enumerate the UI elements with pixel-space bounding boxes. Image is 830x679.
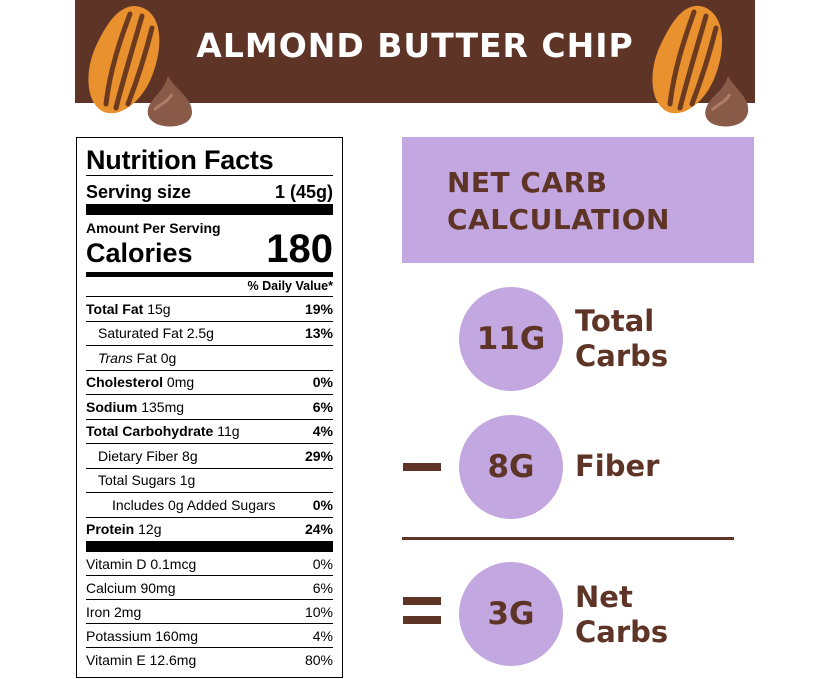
vitamin-daily-value: 4% xyxy=(312,627,333,644)
nutrient-name: Protein xyxy=(86,521,135,538)
nutrient-name-italic: Trans xyxy=(98,349,133,366)
vitamin-name: Vitamin D 0.1mcg xyxy=(86,555,197,572)
nutrient-name: Saturated Fat xyxy=(98,325,183,342)
nutrient-name: Fat xyxy=(136,349,157,366)
almond-icon xyxy=(88,6,160,114)
nutrient-row-total-carbohydrate: Total Carbohydrate 11g 4% xyxy=(86,418,333,444)
nutrient-row-sodium: Sodium 135mg 6% xyxy=(86,394,333,419)
nutrient-name: Dietary Fiber xyxy=(98,447,179,464)
nutrient-amount: 8g xyxy=(182,447,198,464)
nutrition-facts-panel: Nutrition Facts Serving size 1 (45g) Amo… xyxy=(76,137,343,678)
total-carbs-circle: 11G xyxy=(459,287,563,391)
minus-icon xyxy=(403,463,441,471)
fiber-circle: 8G xyxy=(459,415,563,519)
total-carbs-label-line2: Carbs xyxy=(575,339,669,373)
nutrient-name: Cholesterol xyxy=(86,374,164,391)
calories-value: 180 xyxy=(266,227,333,271)
serving-size-label: Serving size xyxy=(86,182,192,202)
thick-divider xyxy=(86,541,333,552)
chocolate-chip-icon xyxy=(705,76,749,127)
total-carbs-label: Total Carbs xyxy=(575,304,668,374)
calories-row: Calories 180 xyxy=(86,229,333,269)
vitamin-row-iron: Iron 2mg 10% xyxy=(86,599,333,623)
vitamin-row-calcium: Calcium 90mg 6% xyxy=(86,575,333,599)
nutrient-row-added-sugars: Includes 0g Added Sugars 0% xyxy=(86,492,333,517)
product-title: ALMOND BUTTER CHIP xyxy=(196,26,634,65)
brand-banner xyxy=(75,0,755,103)
nutrition-facts-title: Nutrition Facts xyxy=(86,145,274,175)
divider xyxy=(86,175,333,176)
net-carb-title-line2: CALCULATION xyxy=(447,203,670,236)
nutrient-row-total-fat: Total Fat 15g 19% xyxy=(86,296,333,321)
almond-chip-illustration-left xyxy=(88,6,192,127)
nutrient-daily-value: 29% xyxy=(304,447,333,464)
net-carbs-label-line1: Net xyxy=(575,580,633,614)
nutrient-daily-value: 13% xyxy=(304,325,333,342)
net-carb-title: NET CARB CALCULATION xyxy=(447,164,670,238)
total-carbs-label-line1: Total xyxy=(575,304,655,338)
nutrient-row-cholesterol: Cholesterol 0mg 0% xyxy=(86,369,333,395)
nutrient-amount: 2.5g xyxy=(186,325,214,342)
chocolate-chip-icon xyxy=(147,76,192,127)
nutrient-row-saturated-fat: Saturated Fat 2.5g 13% xyxy=(86,320,333,346)
nutrient-amount: 11g xyxy=(217,423,240,440)
nutrient-row-total-sugars: Total Sugars 1g xyxy=(86,467,333,493)
nutrient-amount: 12g xyxy=(138,521,162,538)
nutrient-amount: 0mg xyxy=(166,374,195,391)
nutrient-name: Total Sugars xyxy=(98,472,176,489)
nutrient-name: Total Fat xyxy=(86,300,144,317)
nutrient-row-trans-fat: Trans Fat 0g xyxy=(86,345,333,370)
nutrient-row-protein: Protein 12g 24% xyxy=(86,516,333,542)
net-carbs-label-line2: Carbs xyxy=(575,615,669,649)
nutrient-daily-value: 0% xyxy=(312,496,333,513)
fiber-label: Fiber xyxy=(575,449,660,483)
vitamin-daily-value: 10% xyxy=(304,603,333,620)
vitamin-daily-value: 0% xyxy=(312,555,333,572)
nutrient-daily-value: 24% xyxy=(304,521,333,538)
almond-icon xyxy=(652,5,723,114)
nutrient-name: Sodium xyxy=(86,398,138,415)
vitamin-name: Potassium 160mg xyxy=(86,627,199,644)
net-carb-title-line1: NET CARB xyxy=(447,166,608,199)
vitamin-row-vitamin-d: Vitamin D 0.1mcg 0% xyxy=(86,552,333,575)
vitamin-name: Vitamin E 12.6mg xyxy=(86,651,197,668)
net-carbs-circle: 3G xyxy=(459,562,563,666)
calories-label: Calories xyxy=(86,238,193,268)
vitamin-row-potassium: Potassium 160mg 4% xyxy=(86,623,333,647)
serving-size-value: 1 (45g) xyxy=(274,182,333,202)
almond-chip-illustration-right xyxy=(652,5,749,127)
net-carb-header-box xyxy=(402,137,754,263)
vitamin-daily-value: 80% xyxy=(304,651,333,668)
medium-divider xyxy=(86,272,333,277)
nutrient-daily-value: 0% xyxy=(312,374,333,391)
nutrient-name: Total Carbohydrate xyxy=(86,423,214,440)
nutrient-amount: 15g xyxy=(147,300,171,317)
nutrient-amount: 0g xyxy=(160,349,177,366)
nutrient-daily-value: 4% xyxy=(312,423,333,440)
nutrient-daily-value: 6% xyxy=(312,398,333,415)
vitamin-name: Calcium 90mg xyxy=(86,579,176,596)
vitamin-row-vitamin-e: Vitamin E 12.6mg 80% xyxy=(86,647,333,671)
nutrient-amount: 1g xyxy=(179,472,196,489)
daily-value-header: % Daily Value* xyxy=(247,279,333,293)
nutrient-row-dietary-fiber: Dietary Fiber 8g 29% xyxy=(86,443,333,468)
vitamin-daily-value: 6% xyxy=(312,579,333,596)
net-carbs-label: Net Carbs xyxy=(575,580,668,650)
nutrient-daily-value: 19% xyxy=(304,300,333,317)
equation-divider xyxy=(402,537,734,540)
vitamin-name: Iron 2mg xyxy=(86,603,142,620)
serving-size-row: Serving size 1 (45g) xyxy=(86,180,333,204)
amount-per-serving: Amount Per Serving xyxy=(86,220,221,236)
nutrient-amount: 135mg xyxy=(141,398,185,415)
thick-divider xyxy=(86,204,333,215)
nutrient-name: Includes 0g Added Sugars xyxy=(112,496,276,513)
